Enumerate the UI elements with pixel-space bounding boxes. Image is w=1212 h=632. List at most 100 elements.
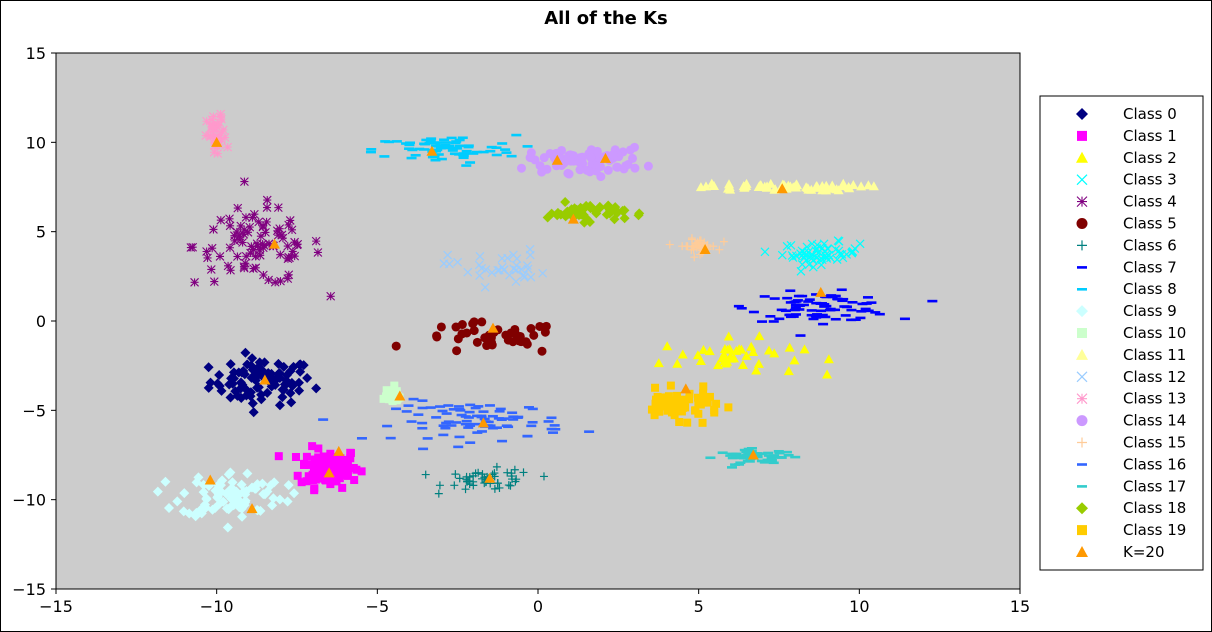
class-13-point xyxy=(207,115,217,125)
legend-label: Class 9 xyxy=(1123,302,1177,320)
class-6-point xyxy=(469,481,478,490)
class-11-point xyxy=(803,184,814,194)
class-1-point xyxy=(297,478,306,487)
class-9-point xyxy=(239,500,250,511)
legend-item: Class 2 xyxy=(1076,149,1177,167)
x-tick-label: −5 xyxy=(366,597,390,616)
class-0-point xyxy=(253,369,264,380)
class-4-point xyxy=(202,247,211,256)
class-4-point xyxy=(225,214,234,224)
class-8-point xyxy=(459,152,470,155)
class-10-point xyxy=(384,388,393,397)
k-20-point xyxy=(747,449,759,460)
class-8-point xyxy=(383,140,394,144)
class-15-point xyxy=(696,250,705,259)
class-7-point xyxy=(866,301,877,304)
class-12-point xyxy=(538,268,548,278)
class-4-point xyxy=(251,263,261,273)
class-7-point xyxy=(833,297,844,301)
class-16-point xyxy=(522,434,533,438)
class-1-point xyxy=(331,464,340,473)
class-16-point xyxy=(418,447,429,451)
legend-marker xyxy=(1077,288,1087,291)
class-6-point xyxy=(503,468,512,477)
class-9-point xyxy=(179,488,190,499)
class-7-point xyxy=(927,299,938,303)
class-16-point xyxy=(443,420,454,423)
class-13-point xyxy=(209,112,218,121)
class-4-point xyxy=(313,248,323,257)
k-20-point xyxy=(776,183,788,194)
legend-box xyxy=(1039,95,1204,571)
class-3-point xyxy=(807,253,817,263)
class-16-point xyxy=(527,420,538,424)
class-18-point xyxy=(619,205,630,216)
class-8-point xyxy=(429,155,440,158)
class-4-point xyxy=(225,243,235,253)
class-16-point xyxy=(431,416,442,419)
class-8-point xyxy=(491,153,502,157)
class-16-point xyxy=(435,405,446,408)
class-8-point xyxy=(451,140,462,143)
class-7-point xyxy=(870,311,881,314)
class-7-point xyxy=(757,320,768,323)
class-17-point xyxy=(735,461,746,465)
k-20-point xyxy=(551,154,563,165)
class-19-point xyxy=(655,402,664,411)
class-6-point xyxy=(539,472,548,481)
class-4-point xyxy=(264,239,274,249)
class-0-point xyxy=(216,385,227,396)
class-8-point xyxy=(365,150,376,154)
class-0-point xyxy=(236,367,247,378)
class-3-point xyxy=(760,247,770,257)
legend-label: Class 14 xyxy=(1123,412,1186,430)
class-0-point xyxy=(270,380,281,391)
legend-item: Class 9 xyxy=(1076,302,1177,320)
class-7-point xyxy=(856,310,867,313)
class-7-point xyxy=(786,313,797,317)
class-18-point xyxy=(581,213,592,224)
legend-label: K=20 xyxy=(1123,543,1165,561)
class-4-point xyxy=(190,277,199,287)
class-16-point xyxy=(406,420,417,423)
class-2-point xyxy=(823,354,834,364)
class-2-point xyxy=(784,342,795,352)
legend-item: Class 3 xyxy=(1076,171,1177,189)
class-16-point xyxy=(417,406,428,410)
class-7-point xyxy=(830,317,841,321)
class-4-point xyxy=(262,203,272,212)
class-4-point xyxy=(255,245,265,255)
class-16-point xyxy=(318,418,329,421)
class-8-point xyxy=(431,149,442,153)
class-13-point xyxy=(213,149,223,158)
class-5-point xyxy=(436,322,446,332)
class-14-point xyxy=(628,153,638,163)
class-8-point xyxy=(461,149,472,153)
class-5-point xyxy=(516,337,526,347)
class-1-point xyxy=(349,464,358,473)
legend-label: Class 7 xyxy=(1123,258,1177,276)
class-6-point xyxy=(490,469,499,478)
class-14-point xyxy=(566,156,576,166)
class-3-point xyxy=(850,244,860,253)
class-12-point xyxy=(487,268,497,278)
class-16-point xyxy=(488,426,499,430)
x-tick-label: 10 xyxy=(849,597,869,616)
class-9-point xyxy=(215,480,226,491)
class-16-point xyxy=(465,403,476,407)
class-16-point xyxy=(501,424,512,428)
class-16-point xyxy=(437,409,448,413)
class-17-point xyxy=(753,452,764,456)
class-19-point xyxy=(664,392,673,401)
class-16-point xyxy=(496,418,507,422)
class-7-point xyxy=(798,303,809,307)
class-19-point xyxy=(672,403,681,412)
class-15-point xyxy=(683,242,692,251)
class-5-point xyxy=(432,331,442,341)
class-9-point xyxy=(258,489,269,500)
y-tick-label: −5 xyxy=(22,401,46,420)
class-10-point xyxy=(388,388,397,397)
class-3-point xyxy=(816,260,826,270)
class-9-point xyxy=(242,468,253,479)
class-16-point xyxy=(512,416,523,419)
